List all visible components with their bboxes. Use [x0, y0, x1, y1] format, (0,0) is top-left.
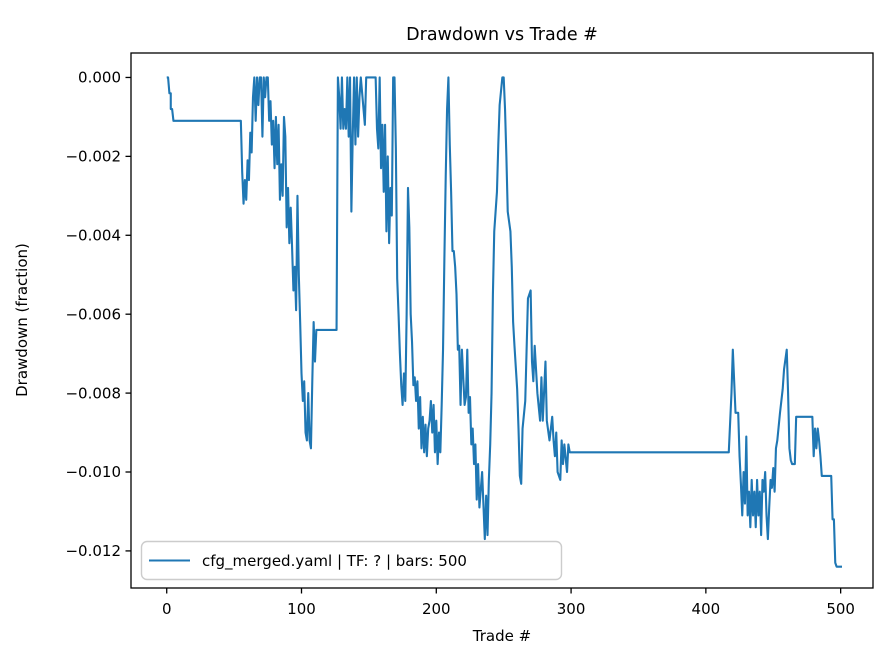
- y-axis-ticks: 0.000 −0.002 −0.004 −0.006 −0.008 −0.010 −0.01…: [65, 69, 131, 560]
- y-tick-label: −0.004: [65, 226, 121, 244]
- x-tick-label: 400: [692, 600, 721, 618]
- x-tick-label: 300: [557, 600, 586, 618]
- plot-frame: [130, 52, 874, 589]
- y-tick-label: 0.000: [78, 69, 121, 87]
- drawdown-line: [166, 76, 842, 568]
- legend-frame: [140, 540, 563, 581]
- y-tick-label: −0.002: [65, 148, 121, 166]
- y-axis-label: Drawdown (fraction): [13, 243, 31, 397]
- legend: cfg_merged.yaml | TF: ? | bars: 500: [140, 540, 563, 581]
- chart-title: Drawdown vs Trade #: [406, 25, 598, 45]
- y-tick-label: −0.010: [65, 463, 121, 481]
- y-tick-label: −0.012: [65, 542, 121, 560]
- x-axis-label: Trade #: [472, 627, 531, 645]
- x-tick-label: 200: [422, 600, 451, 618]
- y-tick-label: −0.008: [65, 384, 121, 402]
- x-tick-label: 500: [826, 600, 855, 618]
- x-tick-label: 100: [287, 600, 316, 618]
- x-axis-ticks: 0 100 200 300 400 500: [162, 588, 855, 618]
- x-tick-label: 0: [162, 600, 172, 618]
- y-tick-label: −0.006: [65, 305, 121, 323]
- legend-label: cfg_merged.yaml | TF: ? | bars: 500: [202, 552, 467, 571]
